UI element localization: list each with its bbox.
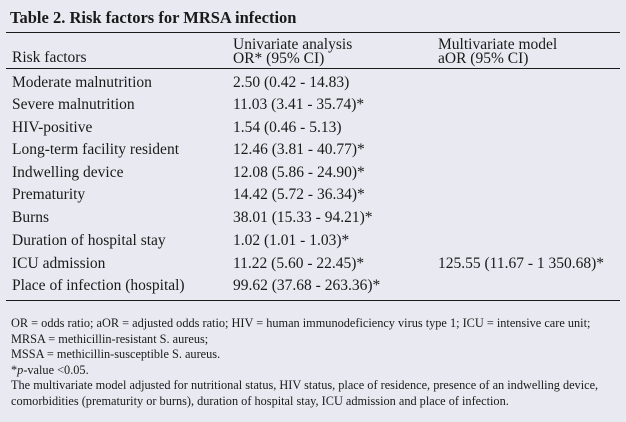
bottom-rule: [6, 300, 620, 301]
header-multivariate: Multivariate model aOR (95% CI): [438, 36, 558, 67]
or-cell: 38.01 (15.33 - 94.21)*: [233, 209, 373, 226]
risk-factor-cell: Indwelling device: [12, 164, 124, 181]
footnote-model: The multivariate model adjusted for nutr…: [11, 378, 599, 408]
footnote-abbreviations: OR = odds ratio; aOR = adjusted odds rat…: [11, 316, 591, 346]
header-univariate-line1: Univariate analysis: [233, 36, 353, 53]
or-cell: 12.08 (5.86 - 24.90)*: [233, 164, 365, 181]
or-cell: 2.50 (0.42 - 14.83): [233, 74, 350, 91]
table-footnotes: OR = odds ratio; aOR = adjusted odds rat…: [11, 316, 615, 410]
or-cell: 1.54 (0.46 - 5.13): [233, 119, 342, 136]
or-cell: 11.03 (3.41 - 35.74)*: [233, 96, 365, 113]
footnote-pvalue: *p-value <0.05.: [11, 363, 615, 379]
risk-factor-cell: Place of infection (hospital): [12, 277, 185, 294]
top-rule: [6, 32, 620, 33]
table-title: Table 2. Risk factors for MRSA infection: [10, 8, 297, 27]
risk-factor-cell: Burns: [12, 209, 50, 226]
risk-factor-cell: Long-term facility resident: [12, 141, 179, 158]
header-multivariate-line1: Multivariate model: [438, 36, 558, 53]
risk-factor-cell: ICU admission: [12, 255, 106, 272]
or-cell: 11.22 (5.60 - 22.45)*: [233, 255, 365, 272]
risk-factor-cell: Duration of hospital stay: [12, 232, 166, 249]
or-cell: 1.02 (1.01 - 1.03)*: [233, 232, 350, 249]
pvalue-star: *: [11, 362, 18, 377]
risk-factor-cell: Prematurity: [12, 186, 86, 203]
or-cell: 14.42 (5.72 - 36.34)*: [233, 186, 365, 203]
header-risk-factors: Risk factors: [12, 49, 87, 66]
or-cell: 12.46 (3.81 - 40.77)*: [233, 141, 365, 158]
pvalue-label: p: [17, 362, 24, 377]
risk-factor-cell: Severe malnutrition: [12, 96, 135, 113]
header-multivariate-line2: aOR (95% CI): [438, 50, 529, 67]
pvalue-text: -value <0.05.: [23, 362, 89, 377]
header-rule: [6, 68, 620, 69]
risk-factor-cell: HIV-positive: [12, 119, 93, 136]
header-univariate: Univariate analysis OR* (95% CI): [233, 36, 353, 67]
footnote-mssa: MSSA = methicillin-susceptible S. aureus…: [11, 347, 221, 362]
risk-factor-cell: Moderate malnutrition: [12, 74, 152, 91]
or-cell: 99.62 (37.68 - 263.36)*: [233, 277, 381, 294]
aor-cell: 125.55 (11.67 - 1 350.68)*: [438, 255, 605, 272]
header-univariate-line2: OR* (95% CI): [233, 50, 325, 67]
